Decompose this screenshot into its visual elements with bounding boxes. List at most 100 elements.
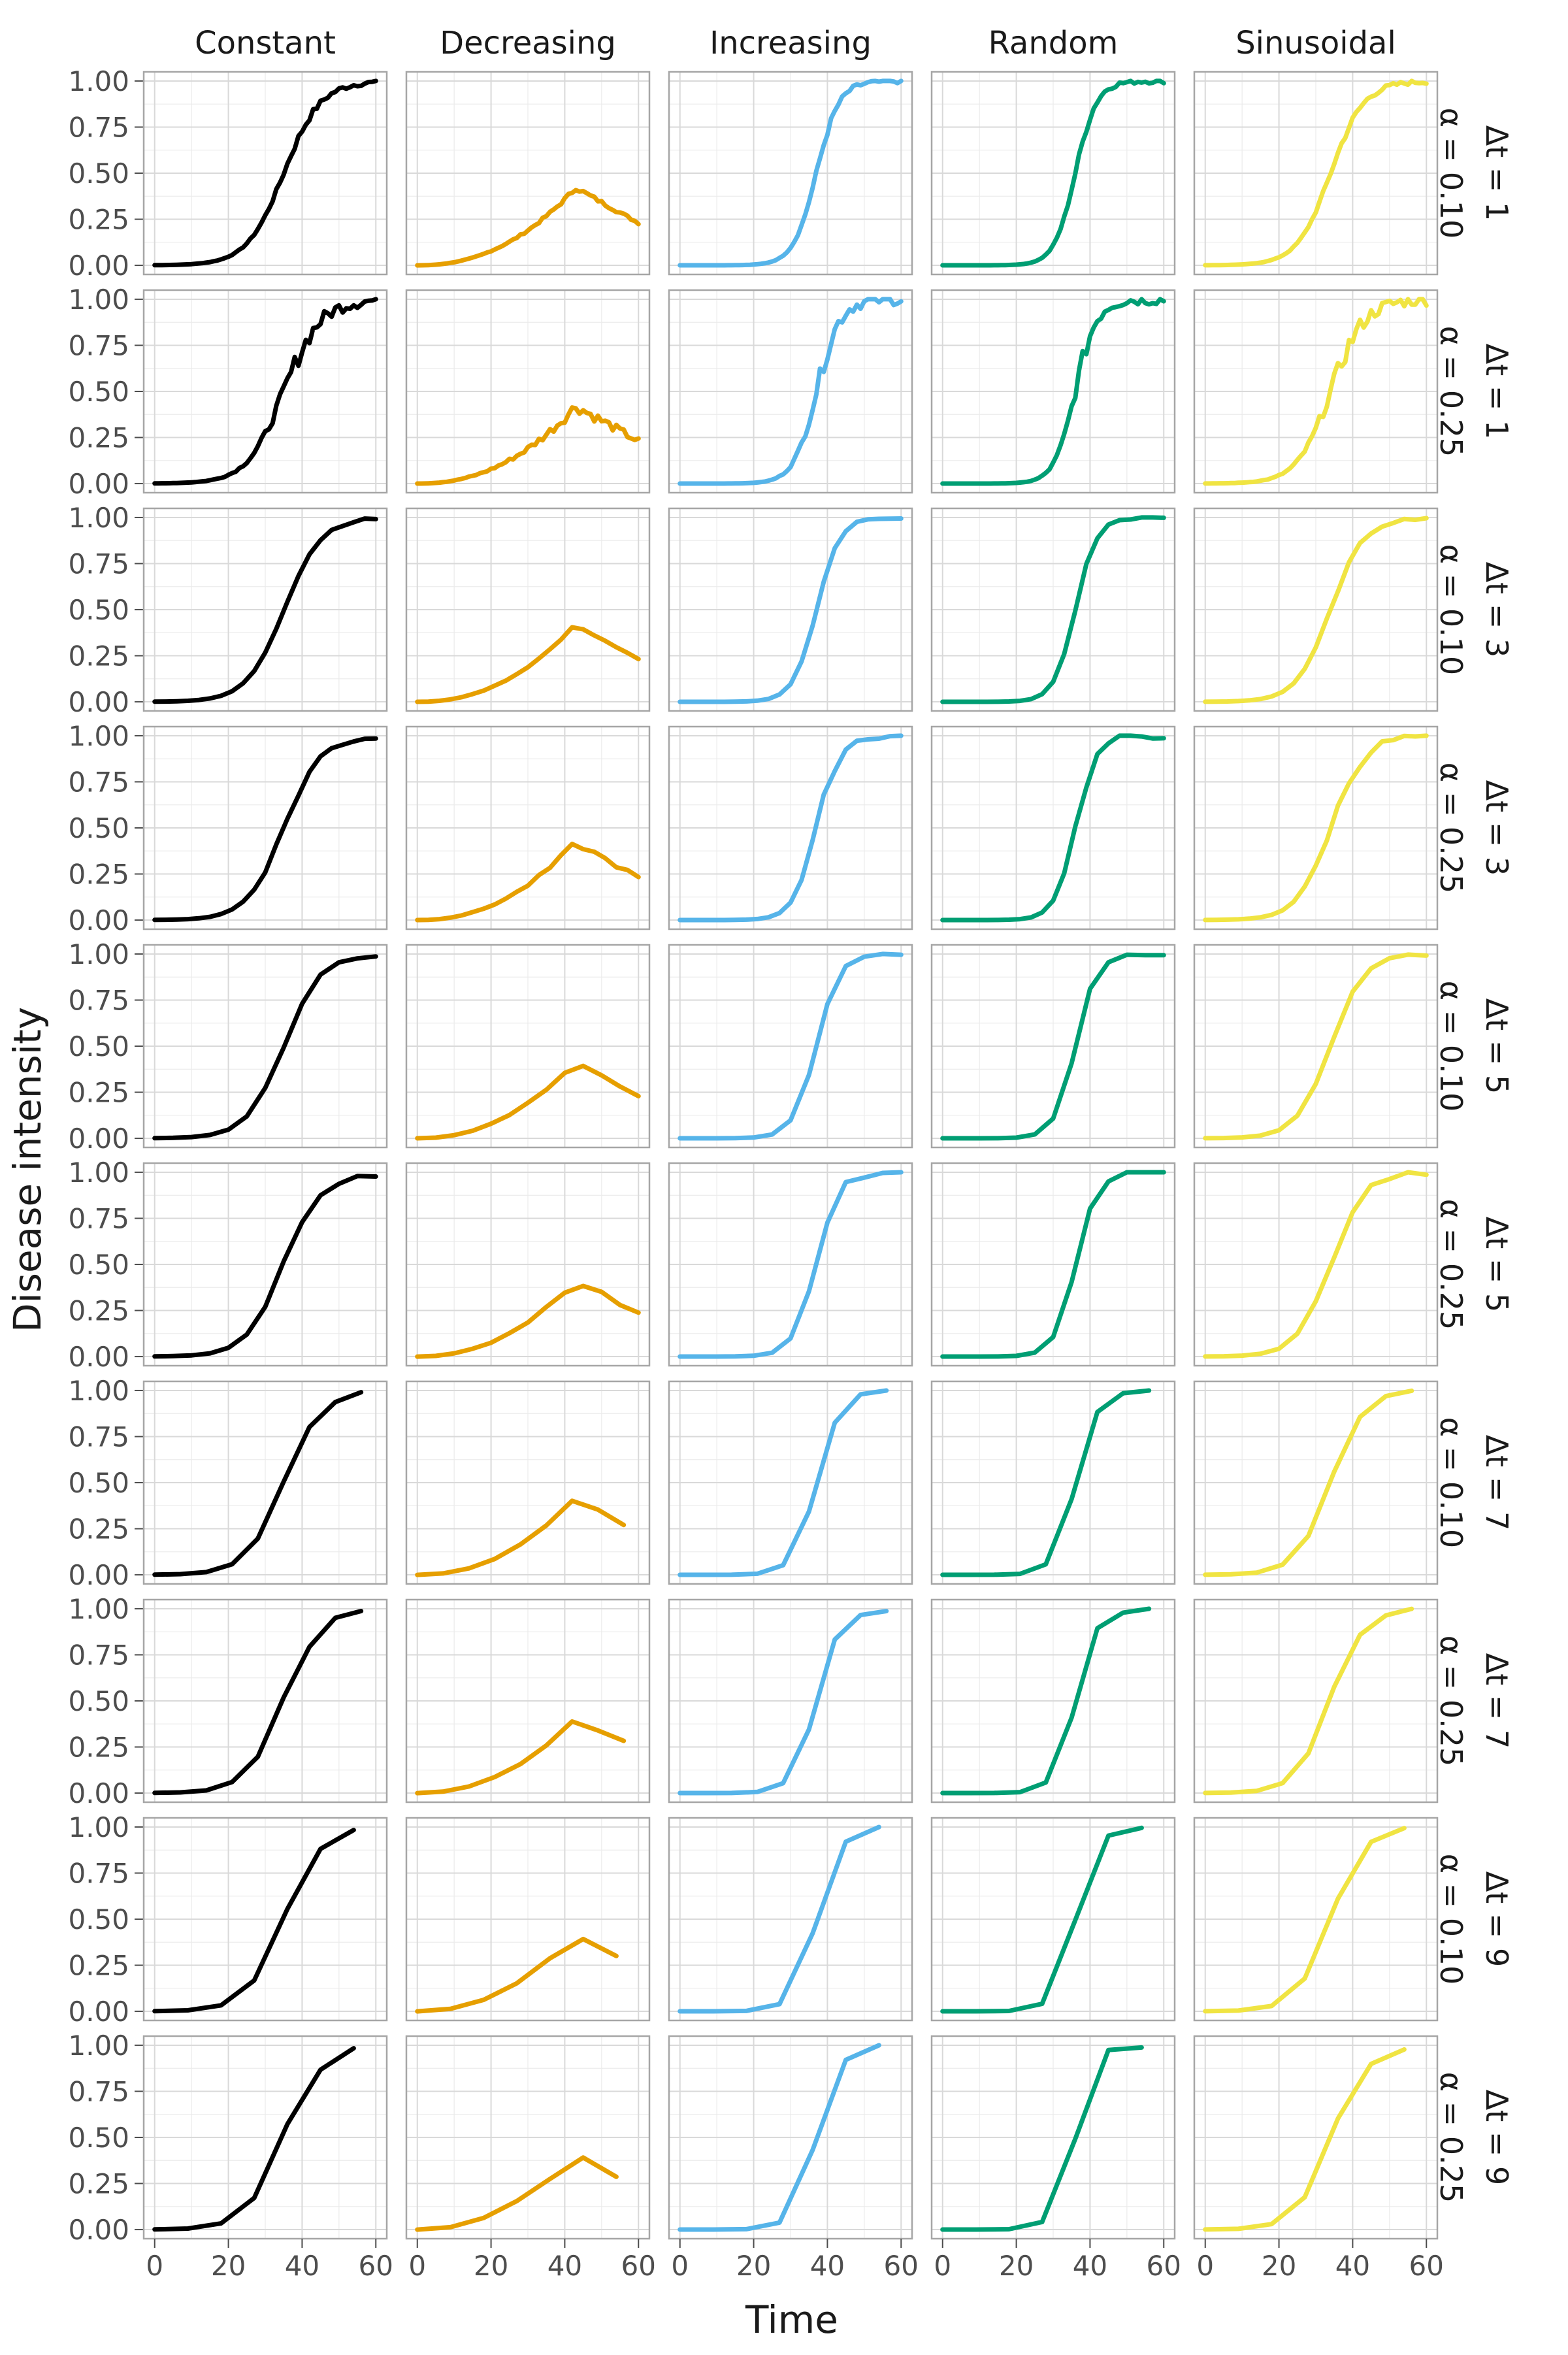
panel-border [405,1817,651,2022]
series-line-constant [152,78,378,268]
x-tick-label: 40 [547,2250,582,2282]
column-label-increasing: Increasing [710,25,872,61]
panel-border [405,289,651,494]
y-tick-label: 1.00 [68,502,129,534]
x-tick-label: 0 [671,2250,689,2282]
panel-border [668,1817,913,2022]
series-line-random [940,733,1166,923]
y-tick-label: 0.75 [68,2075,129,2107]
series-line-constant [152,516,378,704]
series-line-decreasing [415,188,641,268]
series-line-random [940,1388,1152,1577]
row-label-dt: Δt = 9 [1479,2090,1514,2186]
y-tick-label: 0.50 [68,1249,129,1281]
x-axis-title: Time [745,2297,838,2342]
y-tick-label: 1.00 [68,1157,129,1189]
row-label-dt: Δt = 3 [1479,562,1514,658]
panel-border [405,71,651,276]
series-line-constant [152,2046,356,2232]
x-tick-label: 40 [1335,2250,1370,2282]
row-label-dt: Δt = 1 [1479,125,1514,222]
y-tick-label: 1.00 [68,2030,129,2062]
panel-border [142,944,388,1149]
series-line-decreasing [415,1498,627,1577]
panel-border [142,725,388,930]
y-tick-label: 0.25 [68,422,129,454]
y-tick-label: 0.25 [68,1513,129,1545]
panel-border [142,289,388,494]
panel-border [405,1380,651,1585]
y-tick-label: 0.75 [68,984,129,1016]
panel-border [668,2035,913,2240]
y-tick-label: 0.75 [68,329,129,361]
row-label-alpha: α = 0.25 [1433,2072,1469,2203]
x-tick-label: 60 [1409,2250,1444,2282]
panel-border [930,725,1176,930]
series-line-increasing [678,78,904,268]
column-label-constant: Constant [195,25,336,61]
y-axis-title: Disease intensity [5,1007,50,1332]
series-line-increasing [678,516,904,704]
series-line-decreasing [415,625,641,704]
panel-border [405,1162,651,1367]
series-line-decreasing [415,2155,619,2232]
row-label-dt: Δt = 3 [1479,780,1514,876]
y-tick-label: 0.00 [68,1996,129,2028]
series-line-decreasing [415,842,641,923]
panel-border [405,944,651,1149]
x-tick-label: 20 [211,2250,246,2282]
series-line-increasing [678,1170,904,1359]
y-tick-label: 0.50 [68,1467,129,1499]
panel-border [668,1380,913,1585]
row-label-alpha: α = 0.10 [1433,544,1469,676]
series-line-sinusoidal [1203,516,1429,704]
series-line-sinusoidal [1203,78,1429,268]
y-tick-label: 0.00 [68,686,129,718]
series-line-sinusoidal [1203,297,1429,486]
panel-border [405,1598,651,1803]
row-label-dt: Δt = 1 [1479,344,1514,440]
x-tick-label: 0 [146,2250,163,2282]
y-tick-label: 0.25 [68,859,129,891]
column-label-random: Random [988,25,1119,61]
panel-border [142,1380,388,1585]
series-line-increasing [678,1388,889,1577]
panel-border [405,507,651,712]
series-line-increasing [678,297,904,486]
series-line-constant [152,954,378,1141]
panel-border [668,289,913,494]
x-tick-label: 60 [1147,2250,1181,2282]
row-label-alpha: α = 0.25 [1433,763,1469,894]
panel-border [930,1817,1176,2022]
x-tick-label: 20 [1262,2250,1296,2282]
x-tick-label: 20 [736,2250,771,2282]
y-tick-label: 0.00 [68,2214,129,2246]
panel-border [1193,1380,1439,1585]
row-label-alpha: α = 0.10 [1433,981,1469,1112]
panel-border [142,71,388,276]
series-line-sinusoidal [1203,1606,1414,1796]
panel-border [405,725,651,930]
series-line-random [940,515,1166,704]
row-label-alpha: α = 0.10 [1433,1854,1469,1985]
y-tick-label: 0.25 [68,640,129,672]
series-line-random [940,1606,1152,1796]
y-tick-label: 0.75 [68,548,129,580]
series-line-random [940,78,1166,268]
panel-border [930,2035,1176,2240]
y-tick-label: 0.00 [68,1559,129,1591]
series-line-sinusoidal [1203,1170,1429,1359]
y-tick-label: 1.00 [68,720,129,752]
series-line-constant [152,1390,364,1577]
panel-border [930,1380,1176,1585]
series-line-random [940,1170,1166,1359]
y-tick-label: 0.00 [68,468,129,500]
y-tick-label: 1.00 [68,284,129,316]
column-label-sinusoidal: Sinusoidal [1235,25,1396,61]
panel-border [668,71,913,276]
panel-border [1193,1598,1439,1803]
y-tick-label: 0.75 [68,1202,129,1234]
column-label-decreasing: Decreasing [440,25,616,61]
series-line-decreasing [415,405,641,486]
series-line-constant [152,736,378,923]
